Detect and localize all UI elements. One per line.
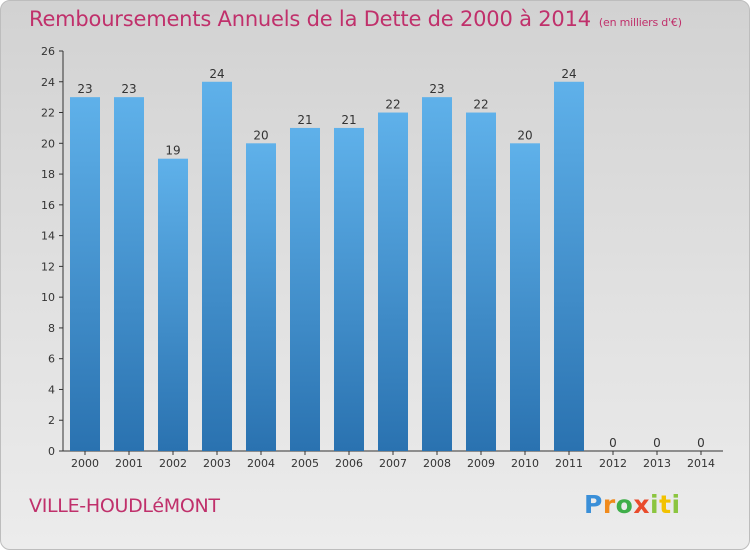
x-tick-label: 2010 xyxy=(511,457,539,470)
commune-name: VILLE-HOUDLéMONT xyxy=(29,495,220,517)
x-tick-label: 2014 xyxy=(687,457,715,470)
y-tick-label: 14 xyxy=(41,230,55,243)
bar xyxy=(158,158,188,451)
chart-title: Remboursements Annuels de la Dette de 20… xyxy=(29,7,682,31)
data-label: 0 xyxy=(653,436,661,450)
x-tick-label: 2007 xyxy=(379,457,407,470)
y-tick-label: 0 xyxy=(48,445,55,458)
bar xyxy=(202,81,232,452)
data-label: 0 xyxy=(609,436,617,450)
bar xyxy=(510,143,540,452)
data-label: 21 xyxy=(297,113,312,127)
data-label: 23 xyxy=(121,82,136,96)
data-label: 22 xyxy=(473,98,488,112)
bar xyxy=(246,143,276,452)
data-label: 21 xyxy=(341,113,356,127)
x-tick-label: 2012 xyxy=(599,457,627,470)
x-tick-label: 2006 xyxy=(335,457,363,470)
x-tick-label: 2004 xyxy=(247,457,275,470)
proxiti-logo: Proxiti xyxy=(584,490,681,519)
y-tick-label: 18 xyxy=(41,168,55,181)
data-label: 23 xyxy=(77,82,92,96)
x-tick-label: 2013 xyxy=(643,457,671,470)
y-tick-label: 8 xyxy=(48,322,55,335)
data-label: 22 xyxy=(385,98,400,112)
y-tick-label: 16 xyxy=(41,199,55,212)
x-tick-label: 2009 xyxy=(467,457,495,470)
bar xyxy=(422,97,452,452)
x-tick-label: 2008 xyxy=(423,457,451,470)
bar xyxy=(554,81,584,452)
plot-area: 0246810121416182022242623200023200119200… xyxy=(41,45,723,470)
data-label: 19 xyxy=(165,144,180,158)
bar xyxy=(378,112,408,452)
x-tick-label: 2001 xyxy=(115,457,143,470)
data-label: 24 xyxy=(209,67,224,81)
y-tick-label: 12 xyxy=(41,260,55,273)
x-tick-label: 2011 xyxy=(555,457,583,470)
chart-subtitle: (en milliers d'€) xyxy=(598,16,682,29)
x-tick-label: 2000 xyxy=(71,457,99,470)
data-label: 20 xyxy=(253,128,268,142)
data-label: 24 xyxy=(561,67,576,81)
x-tick-label: 2005 xyxy=(291,457,319,470)
data-label: 0 xyxy=(697,436,705,450)
bar xyxy=(70,97,100,452)
chart-title-text: Remboursements Annuels de la Dette de 20… xyxy=(29,7,591,31)
y-tick-label: 6 xyxy=(48,353,55,366)
bar xyxy=(290,127,320,451)
y-tick-label: 2 xyxy=(48,414,55,427)
y-tick-label: 26 xyxy=(41,45,55,58)
bar xyxy=(114,97,144,452)
y-tick-label: 20 xyxy=(41,137,55,150)
y-tick-label: 4 xyxy=(48,383,55,396)
x-tick-label: 2002 xyxy=(159,457,187,470)
y-tick-label: 22 xyxy=(41,107,55,120)
bar xyxy=(334,127,364,451)
bar xyxy=(466,112,496,452)
data-label: 23 xyxy=(429,82,444,96)
x-tick-label: 2003 xyxy=(203,457,231,470)
data-label: 20 xyxy=(517,128,532,142)
y-tick-label: 24 xyxy=(41,76,55,89)
y-tick-label: 10 xyxy=(41,291,55,304)
